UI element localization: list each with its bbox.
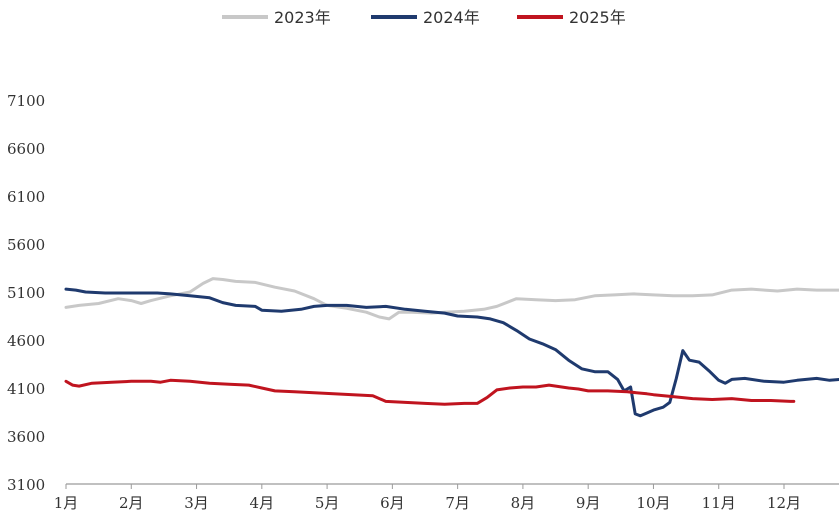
y-tick-label: 5100 [7,284,45,302]
series-line-1 [64,277,839,321]
legend-label: 2025年 [569,8,626,27]
series-layer [64,277,839,418]
x-tick-label: 12月 [767,494,801,512]
series-line-2 [64,287,839,418]
legend-item-2: 2024年 [371,8,480,27]
y-tick-label: 3100 [7,476,45,494]
x-tick-label: 10月 [636,494,670,512]
y-tick-label: 6600 [7,140,45,158]
x-axis: 1月 2月 3月 4月 5月 6月 7月 8月 9月 10月 11月 12月 [54,483,839,512]
y-tick-label: 6100 [7,188,45,206]
y-tick-label: 3600 [7,428,45,446]
x-tick-label: 6月 [380,494,405,512]
series-line-3 [64,378,796,406]
y-tick-label: 4600 [7,332,45,350]
y-axis: 3100 3600 4100 4600 5100 5600 6100 6600 7100 [7,92,45,494]
x-tick-label: 9月 [576,494,601,512]
x-tick-label: 8月 [511,494,536,512]
x-tick-label: 1月 [54,494,79,512]
x-tick-label: 11月 [702,494,736,512]
x-tick-label: 5月 [315,494,340,512]
legend-item-3: 2025年 [517,8,626,27]
chart-legend: 2023年 2024年 2025年 [222,8,626,27]
y-tick-label: 7100 [7,92,45,110]
x-tick-label: 7月 [445,494,470,512]
legend-item-1: 2023年 [222,8,331,27]
legend-label: 2023年 [274,8,331,27]
x-tick-label: 3月 [184,494,209,512]
y-tick-label: 5600 [7,236,45,254]
y-tick-label: 4100 [7,380,45,398]
legend-label: 2024年 [423,8,480,27]
x-tick-label: 2月 [119,494,144,512]
x-tick-label: 4月 [250,494,275,512]
